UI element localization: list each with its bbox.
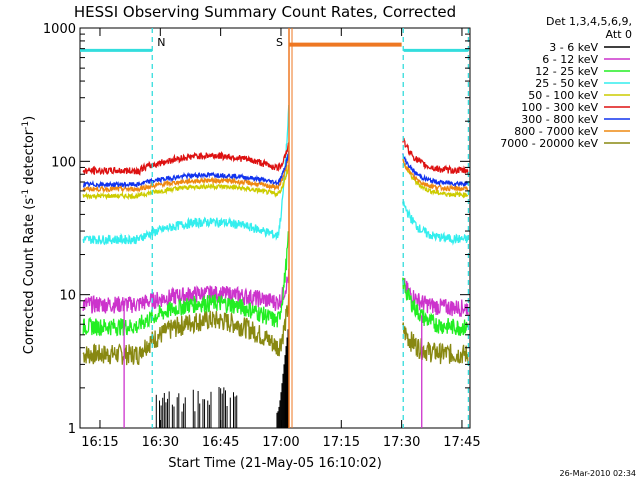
y-axis-label-sup2: -1 [21, 121, 31, 130]
timestamp: 26-Mar-2010 02:34 [560, 469, 637, 478]
y-axis-label-main: Corrected Count Rate (s [22, 198, 37, 355]
legend-entry-label: 300 - 800 keV [521, 113, 598, 126]
series-line [82, 268, 290, 314]
chart-title: HESSI Observing Summary Count Rates, Cor… [74, 3, 456, 21]
legend-entry-label: 6 - 12 keV [542, 53, 598, 66]
y-axis-label-sup1: -1 [21, 189, 31, 198]
y-tick-label: 10 [59, 289, 76, 304]
series-800-7000kev [82, 154, 469, 194]
series-6-12-rise [123, 300, 423, 428]
series-line [402, 137, 469, 175]
legend-header-line2: Att 0 [606, 28, 632, 41]
y-tick-label: 100 [51, 155, 76, 170]
series-300-800kev [82, 150, 469, 189]
x-tick-label: 17:00 [262, 435, 299, 450]
y-axis-label: Corrected Count Rate (s-1 detector-1) [21, 116, 37, 354]
x-axis-label: Start Time (21-May-05 16:10:02) [168, 456, 382, 471]
series-6-12kev [82, 268, 469, 317]
y-tick-label: 1000 [43, 22, 76, 37]
marker-label-n: N [157, 36, 165, 49]
series-line [402, 322, 469, 365]
legend-header-line1: Det 1,3,4,5,6,9, [546, 15, 632, 28]
y-axis-label-mid: detector [22, 129, 37, 189]
series-line [402, 158, 469, 199]
x-tick-label: 16:30 [142, 435, 179, 450]
series-line [82, 294, 290, 366]
x-tick-label: 17:30 [383, 435, 420, 450]
y-tick-label: 1 [68, 422, 76, 437]
x-tick-label: 16:15 [81, 435, 118, 450]
series-100-300kev [82, 137, 469, 176]
y-axis-label-end: ) [22, 116, 37, 121]
plot-frame [79, 27, 471, 429]
series-line [82, 231, 290, 337]
series-50-100kev [82, 158, 469, 201]
legend-entry-label: 100 - 300 keV [521, 101, 598, 114]
ticks-layer: 16:15 16:30 16:45 17:00 17:15 17:30 17:45 1 10 10… [43, 22, 481, 450]
series-12-25kev [82, 231, 469, 337]
series-3-6kev [155, 329, 289, 428]
series-line [402, 277, 469, 317]
legend-entry-label: 7000 - 20000 keV [500, 137, 598, 150]
series-line [82, 154, 290, 194]
series-line [82, 104, 290, 246]
x-tick-label: 16:45 [202, 435, 239, 450]
legend-entry-label: 800 - 7000 keV [514, 125, 598, 138]
legend-entry-label: 12 - 25 keV [535, 65, 598, 78]
legend-entry-label: 3 - 6 keV [549, 41, 598, 54]
x-tick-label: 17:45 [443, 435, 480, 450]
series-line [402, 158, 469, 192]
series-line [82, 142, 290, 176]
legend-entry-label: 25 - 50 keV [535, 77, 598, 90]
series-line [82, 164, 290, 201]
legend-entry-label: 50 - 100 keV [528, 89, 598, 102]
x-tick-label: 17:15 [323, 435, 360, 450]
series-7000-20000kev [82, 294, 469, 366]
series-line [402, 277, 469, 336]
series-line [402, 153, 469, 188]
series-line [82, 150, 290, 189]
series-25-50kev [82, 104, 469, 246]
marker-label-s: S [276, 36, 283, 49]
series-line [402, 201, 469, 246]
